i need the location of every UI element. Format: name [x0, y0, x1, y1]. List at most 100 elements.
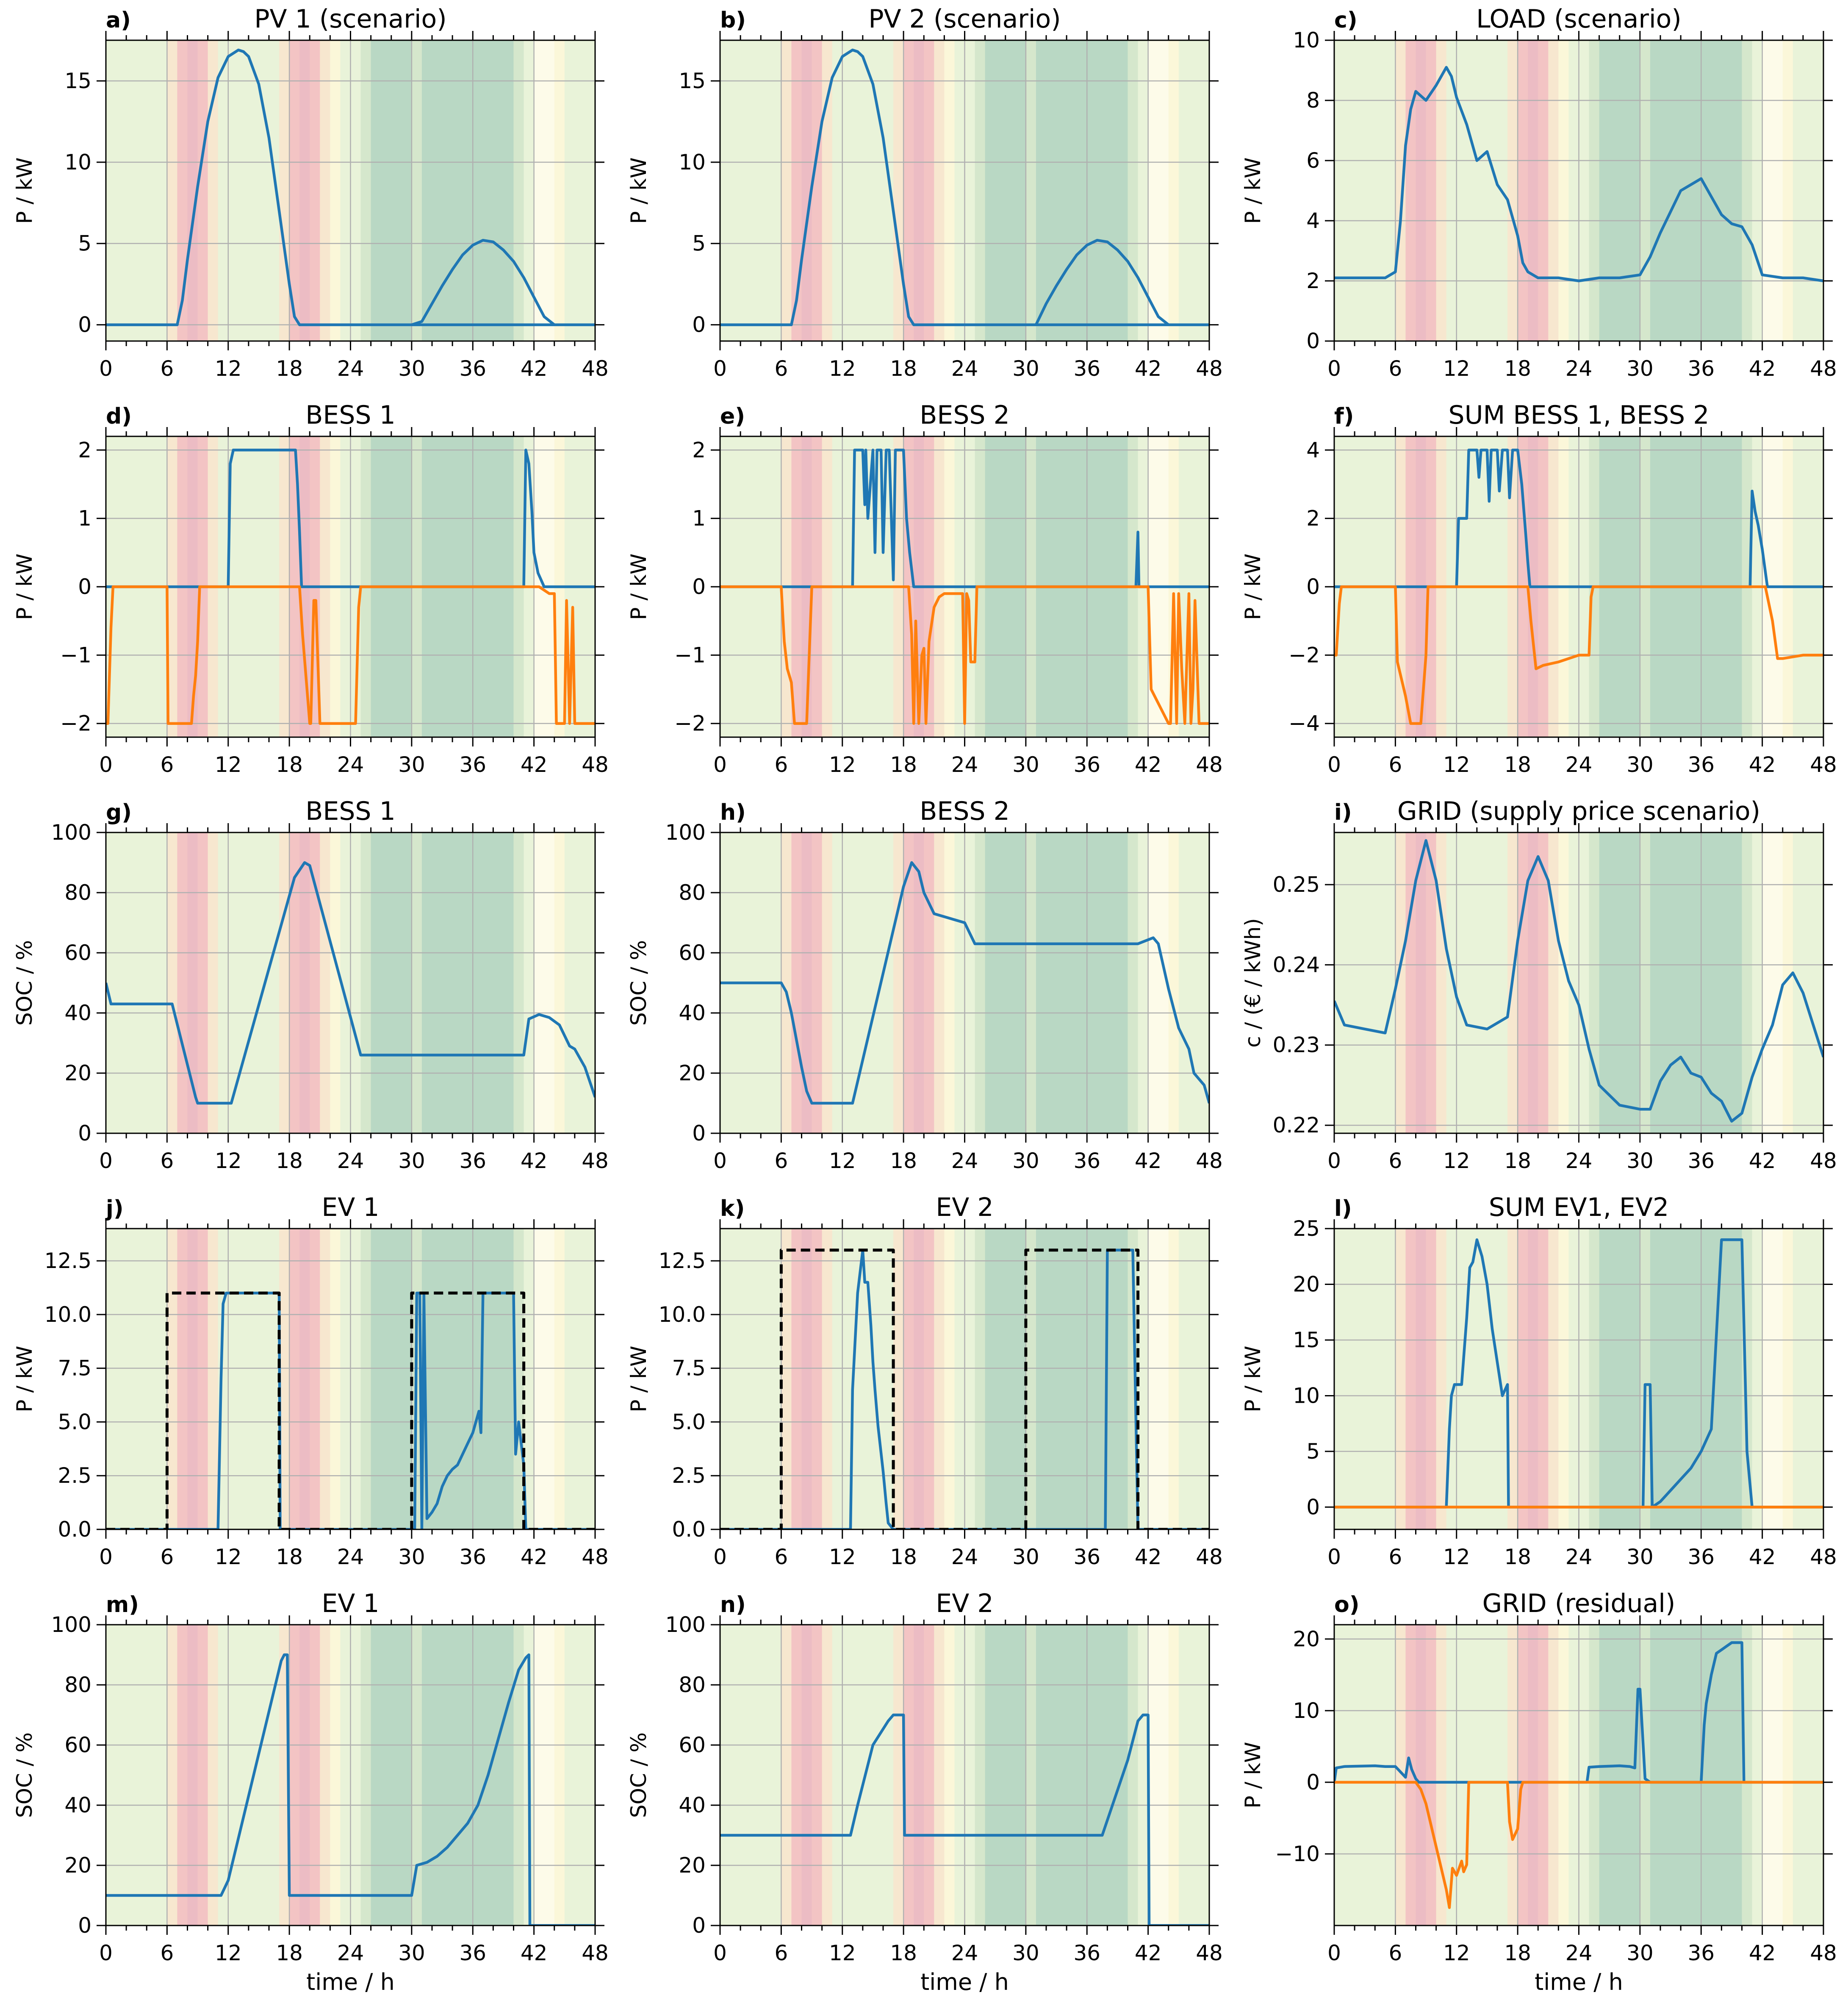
x-tick-label: 0	[713, 356, 727, 381]
x-tick-label: 18	[1504, 1149, 1531, 1173]
time-band	[1528, 1625, 1538, 1926]
time-band	[812, 40, 823, 341]
time-band	[1762, 832, 1783, 1133]
x-axis-label: time / h	[1535, 1969, 1623, 1995]
y-tick-label: 0	[78, 574, 91, 599]
time-band	[924, 832, 934, 1133]
x-tick-label: 6	[774, 1149, 788, 1173]
time-band	[781, 40, 792, 341]
panel-letter: m)	[106, 1592, 139, 1618]
chart-panel-m: 0 6 12 18 24 30 36 42 48 0 20 40 60 80 100 SOC / % EV 1 m…	[12, 1589, 609, 1995]
x-tick-label: 48	[1810, 1545, 1837, 1569]
time-band	[975, 1625, 986, 1926]
time-band	[924, 1229, 934, 1529]
panel-title: GRID (supply price scenario)	[1397, 796, 1760, 826]
time-band	[893, 832, 904, 1133]
y-tick-label: 5.0	[672, 1409, 706, 1434]
time-band	[330, 1625, 341, 1926]
x-tick-label: 24	[1565, 752, 1593, 777]
time-band	[279, 832, 290, 1133]
time-band	[197, 832, 208, 1133]
time-band	[1548, 40, 1559, 341]
time-band	[1579, 40, 1590, 341]
time-band	[534, 40, 555, 341]
x-tick-label: 42	[1749, 1545, 1776, 1569]
y-axis-label: SOC / %	[626, 940, 651, 1026]
time-band	[350, 832, 361, 1133]
chart-panel-b: 0 6 12 18 24 30 36 42 48 0 5 10 15 P / kW PV 2 (scenar…	[626, 4, 1223, 381]
y-tick-label: 20	[679, 1853, 706, 1878]
time-band	[791, 1625, 802, 1926]
time-band	[914, 1229, 924, 1529]
time-band	[513, 832, 524, 1133]
chart-panel-n: 0 6 12 18 24 30 36 42 48 0 20 40 60 80 100 SOC / % EV 2 n…	[626, 1589, 1223, 1995]
time-band	[1178, 1625, 1209, 1926]
time-band	[975, 832, 986, 1133]
time-band	[1558, 40, 1569, 341]
y-tick-label: −1	[60, 643, 91, 667]
x-tick-label: 42	[521, 356, 548, 381]
time-band	[812, 1625, 823, 1926]
time-band	[903, 1229, 914, 1529]
x-tick-label: 6	[160, 356, 174, 381]
time-band	[1762, 1625, 1783, 1926]
chart-panel-g: 0 6 12 18 24 30 36 42 48 0 20 40 60 80 100 SOC / % BESS …	[12, 796, 609, 1173]
x-tick-label: 24	[337, 1149, 364, 1173]
time-band	[421, 40, 473, 341]
time-band	[340, 40, 351, 341]
y-tick-label: 12.5	[44, 1249, 91, 1273]
time-band	[1025, 1229, 1036, 1529]
time-band	[1446, 832, 1457, 1133]
time-band	[1416, 1229, 1427, 1529]
x-tick-label: 18	[276, 1545, 303, 1569]
y-tick-label: −2	[674, 711, 706, 736]
series-line	[106, 861, 595, 1105]
x-tick-label: 36	[1687, 1149, 1715, 1173]
time-band	[1087, 40, 1128, 341]
time-band	[534, 1625, 555, 1926]
time-band	[411, 832, 422, 1133]
y-tick-label: 2.5	[672, 1463, 706, 1488]
x-tick-label: 24	[951, 356, 978, 381]
x-tick-label: 48	[582, 1545, 609, 1569]
y-tick-label: 2	[1306, 269, 1320, 293]
x-tick-label: 24	[951, 1149, 978, 1173]
y-tick-label: 15	[64, 69, 91, 93]
time-band	[1168, 40, 1179, 341]
time-band	[1548, 832, 1559, 1133]
x-tick-label: 12	[829, 752, 856, 777]
plot-area	[720, 436, 1209, 737]
x-tick-label: 30	[1012, 1941, 1039, 1965]
panel-letter: c)	[1334, 8, 1358, 33]
x-tick-label: 12	[1443, 1545, 1470, 1569]
time-band	[822, 40, 833, 341]
x-tick-label: 0	[99, 1545, 113, 1569]
time-band	[954, 1229, 965, 1529]
time-band	[1650, 1625, 1701, 1926]
x-tick-label: 30	[398, 752, 425, 777]
time-band	[1395, 1229, 1406, 1529]
time-band	[1793, 1625, 1823, 1926]
y-tick-label: 0	[78, 1121, 91, 1146]
x-tick-label: 6	[1388, 1545, 1402, 1569]
time-band	[812, 1229, 823, 1529]
time-band	[320, 832, 330, 1133]
time-band	[1087, 1625, 1128, 1926]
series-line	[106, 48, 595, 326]
time-band	[106, 1229, 167, 1529]
x-tick-label: 36	[1073, 1941, 1100, 1965]
y-axis-label: P / kW	[1241, 1346, 1265, 1412]
x-tick-label: 36	[459, 1149, 486, 1173]
time-band	[720, 1229, 781, 1529]
x-tick-label: 24	[951, 1941, 978, 1965]
time-band	[534, 832, 555, 1133]
time-band	[781, 832, 792, 1133]
y-tick-label: 80	[64, 1673, 91, 1697]
time-band	[1036, 832, 1087, 1133]
x-tick-label: 30	[1626, 1149, 1654, 1173]
x-tick-label: 42	[1135, 752, 1162, 777]
time-band	[1405, 1229, 1416, 1529]
time-band	[832, 1625, 843, 1926]
time-band	[1518, 832, 1528, 1133]
panel-letter: g)	[106, 800, 132, 825]
